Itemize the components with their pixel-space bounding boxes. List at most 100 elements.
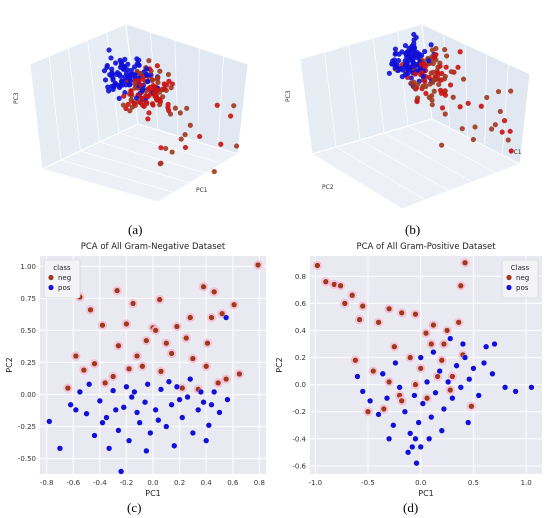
data-point-pos: [224, 396, 231, 403]
pane-gridline: [335, 146, 426, 201]
data-point-neg: [154, 63, 160, 69]
data-point-pos: [420, 73, 426, 79]
data-point-neg: [204, 340, 211, 347]
data-point-pos: [105, 84, 111, 90]
data-point-pos: [91, 432, 98, 439]
data-point-pos: [430, 349, 437, 356]
data-point-pos: [131, 73, 137, 80]
data-point-neg: [430, 60, 436, 67]
data-point-pos: [445, 378, 452, 386]
data-point-pos: [401, 408, 409, 415]
data-point-neg: [218, 141, 224, 147]
legend-label-pos: pos: [516, 284, 529, 292]
data-point-pos: [128, 67, 134, 73]
data-point-pos: [453, 362, 460, 369]
data-point-pos: [208, 401, 215, 408]
data-point-neg: [455, 319, 462, 326]
data-point-pos: [449, 395, 456, 402]
data-point-neg: [398, 397, 405, 404]
data-point-neg: [470, 136, 476, 143]
data-point-pos: [145, 78, 151, 84]
data-point-neg: [457, 49, 463, 55]
data-point-neg: [359, 302, 366, 310]
data-point-neg: [125, 101, 131, 107]
chart-c-svg: -0.8 -0.6 -0.4 -0.2 0.0 0.2 0.4 0.6 0.8 -0.50 -0.2…: [5, 242, 266, 498]
data-point-pos: [394, 62, 400, 68]
data-point-pos: [432, 389, 439, 396]
data-point-neg: [139, 363, 146, 370]
data-point-neg: [420, 83, 426, 89]
x-tick-label: -0.5: [361, 479, 375, 487]
data-point-neg: [412, 71, 418, 77]
data-point-pos: [128, 393, 135, 401]
data-point-pos: [189, 429, 196, 437]
data-point-neg: [160, 94, 166, 100]
data-point-pos: [407, 430, 414, 437]
data-point-neg: [169, 149, 175, 155]
data-point-pos: [144, 66, 150, 72]
data-point-neg: [155, 75, 161, 81]
data-point-neg: [447, 82, 454, 88]
data-point-neg: [187, 122, 193, 128]
data-point-pos: [179, 414, 186, 421]
data-point-neg: [508, 88, 514, 94]
legend-label-pos: pos: [58, 284, 71, 292]
data-point-neg: [439, 70, 445, 77]
data-point-neg: [121, 93, 127, 99]
pane-gridline: [48, 55, 62, 161]
data-point-neg: [497, 108, 503, 115]
data-point-pos: [173, 383, 181, 390]
data-point-pos: [411, 392, 418, 399]
data-point-neg: [398, 309, 405, 316]
data-point-neg: [438, 77, 444, 83]
data-point-neg: [172, 105, 179, 111]
data-point-pos: [447, 335, 454, 342]
legend-label-neg: neg: [516, 274, 529, 282]
data-point-neg: [337, 282, 344, 289]
data-point-neg: [412, 311, 419, 318]
data-point-pos: [136, 419, 143, 426]
data-point-pos: [120, 404, 127, 411]
data-point-neg: [114, 287, 121, 294]
data-point-neg: [461, 259, 469, 266]
pane-gridline: [217, 55, 224, 149]
y-tick-label: 0.6: [295, 300, 307, 308]
data-point-pos: [106, 47, 112, 53]
data-point-pos: [391, 57, 398, 63]
data-point-pos: [104, 64, 110, 70]
data-point-neg: [442, 47, 448, 53]
data-point-pos: [148, 72, 154, 78]
legend-title: class: [53, 264, 71, 272]
panel-c-scatter: -0.8 -0.6 -0.4 -0.2 0.0 0.2 0.4 0.6 0.8 -0.50 -0.2…: [0, 238, 272, 500]
pane-gridline: [348, 44, 361, 141]
data-point-neg: [439, 142, 445, 148]
data-point-neg: [158, 145, 164, 151]
data-point-pos: [396, 384, 403, 391]
data-point-pos: [134, 56, 140, 62]
pane-gridline: [197, 47, 200, 143]
data-point-neg: [143, 337, 150, 344]
data-point-neg: [450, 94, 456, 100]
data-point-pos: [197, 388, 204, 396]
data-point-neg: [165, 101, 171, 107]
pane-gridline: [502, 63, 509, 156]
data-point-pos: [122, 63, 128, 70]
data-point-pos: [419, 400, 426, 407]
data-point-pos: [367, 397, 374, 404]
data-point-pos: [409, 53, 415, 60]
data-point-pos: [67, 401, 74, 408]
panel-b-label: (b): [405, 222, 421, 237]
data-point-pos: [72, 406, 79, 413]
data-point-pos: [480, 359, 488, 367]
data-point-neg: [449, 373, 456, 380]
data-point-neg: [439, 105, 446, 111]
data-point-neg: [507, 128, 513, 134]
data-point-pos: [428, 42, 434, 48]
data-point-pos: [96, 397, 103, 405]
data-point-neg: [437, 60, 443, 66]
data-point-pos: [417, 354, 424, 361]
data-point-pos: [402, 64, 408, 70]
data-point-neg: [434, 70, 441, 76]
y-tick-label: 0.75: [20, 295, 36, 303]
x-tick-label: 0.0: [415, 479, 426, 487]
